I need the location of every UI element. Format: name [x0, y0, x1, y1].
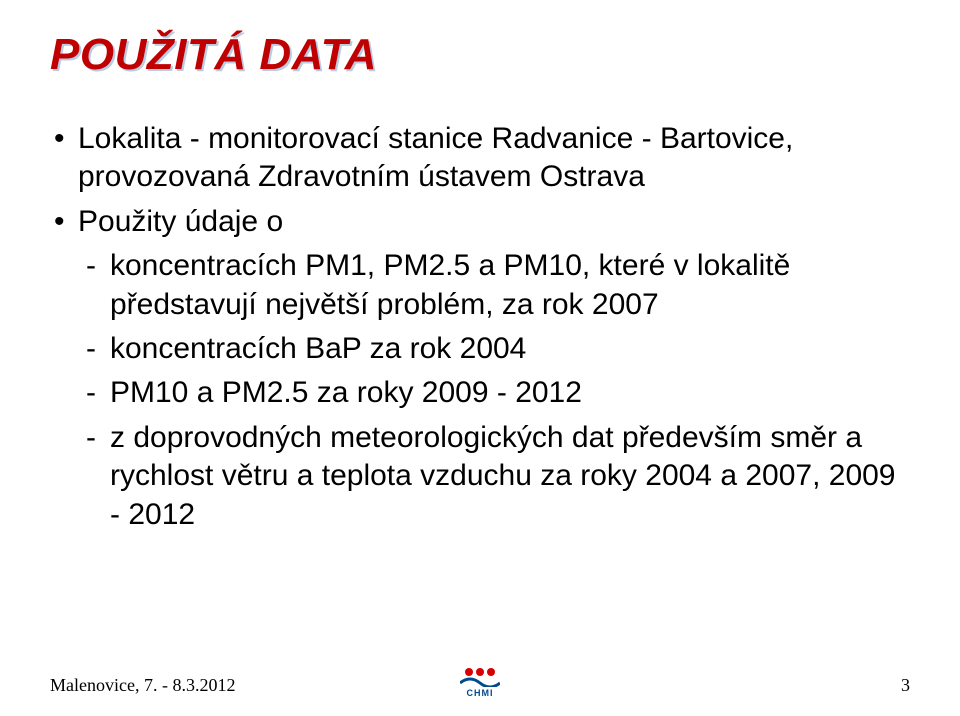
sub-bullet-list: koncentracích PM1, PM2.5 a PM10, které v… [78, 247, 910, 534]
bullet-item: Použity údaje o koncentracích PM1, PM2.5… [50, 203, 910, 534]
sub-bullet-item: koncentracích PM1, PM2.5 a PM10, které v… [78, 247, 910, 324]
slide-title: POUŽITÁ DATA [50, 30, 910, 80]
logo-dot-icon [476, 668, 484, 676]
page-number: 3 [901, 675, 910, 696]
bullet-list: Lokalita - monitorovací stanice Radvanic… [50, 120, 910, 534]
logo-dot-icon [465, 668, 473, 676]
sub-bullet-item: koncentracích BaP za rok 2004 [78, 330, 910, 368]
slide: POUŽITÁ DATA Lokalita - monitorovací sta… [0, 0, 960, 716]
sub-bullet-item: PM10 a PM2.5 za roky 2009 - 2012 [78, 374, 910, 412]
logo-dots-icon [465, 668, 495, 676]
bullet-text: Použity údaje o [78, 205, 283, 238]
chmi-logo: CHMI [456, 658, 504, 698]
slide-footer: Malenovice, 7. - 8.3.2012 CHMI 3 [50, 660, 910, 696]
logo-wave-icon [460, 677, 500, 687]
logo-text: CHMI [467, 688, 494, 698]
sub-bullet-item: z doprovodných meteorologických dat před… [78, 419, 910, 534]
footer-venue-date: Malenovice, 7. - 8.3.2012 [50, 675, 235, 696]
logo-dot-icon [487, 668, 495, 676]
bullet-item: Lokalita - monitorovací stanice Radvanic… [50, 120, 910, 197]
